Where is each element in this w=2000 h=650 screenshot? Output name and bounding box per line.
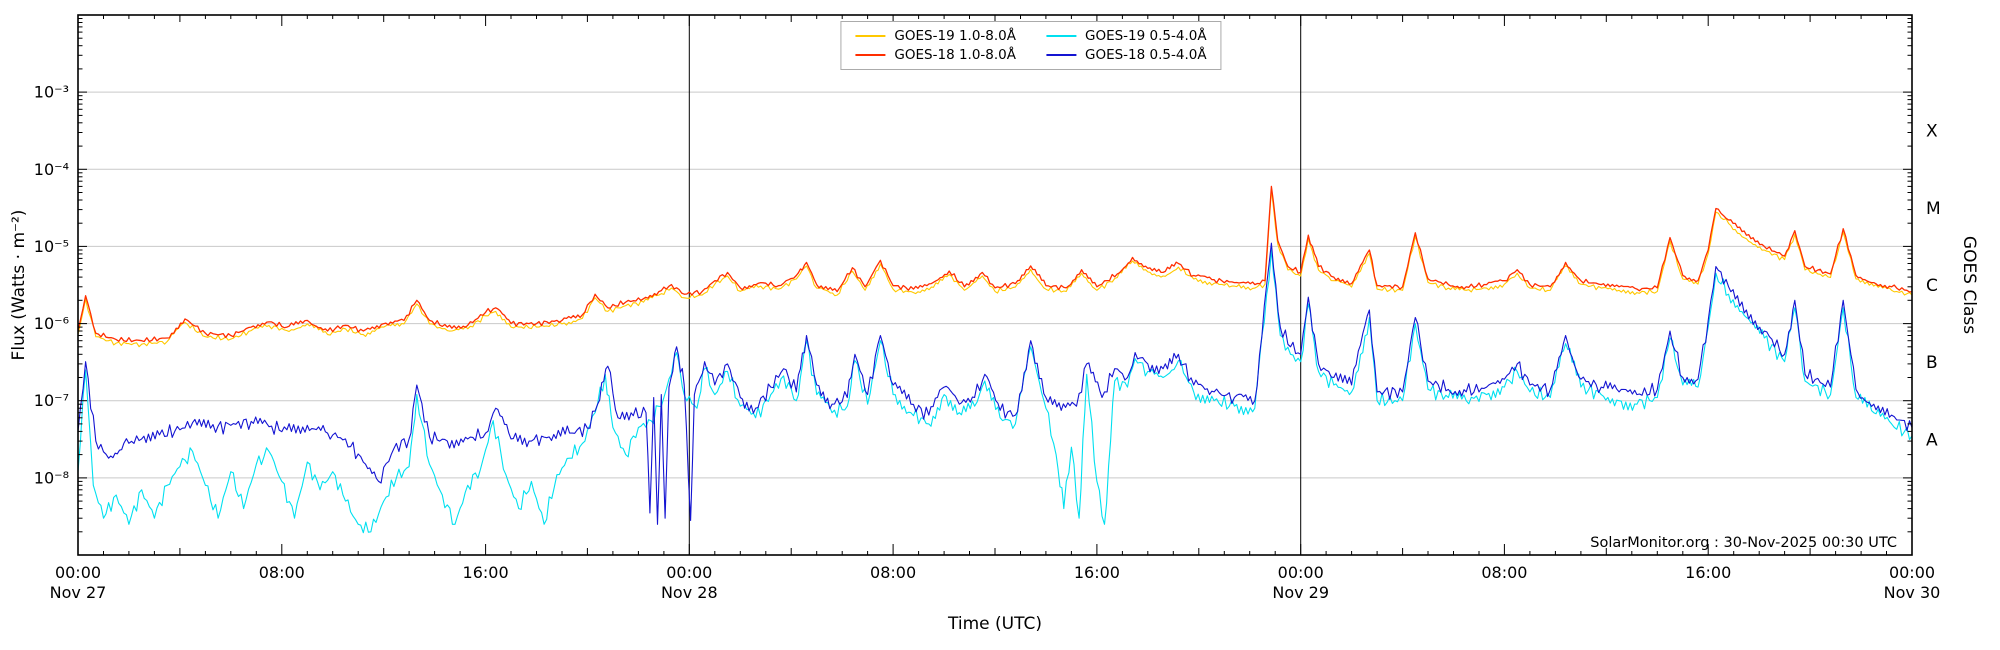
svg-text:16:00: 16:00	[1074, 563, 1120, 582]
svg-text:10⁻³: 10⁻³	[34, 83, 69, 102]
legend-swatch-goes-19-0-5-4-0	[1046, 35, 1076, 37]
legend-label-goes-18-0-5-4-0: GOES-18 0.5-4.0Å	[1085, 47, 1207, 63]
svg-text:00:00: 00:00	[1278, 563, 1324, 582]
svg-text:C: C	[1926, 276, 1938, 296]
legend-item-goes-19-0-5-4-0: GOES-19 0.5-4.0Å	[1046, 28, 1207, 44]
axis-ticks	[77, 14, 1913, 556]
svg-text:00:00: 00:00	[55, 563, 101, 582]
legend-swatch-goes-18-0-5-4-0	[1046, 54, 1076, 56]
series-goes-19-0-5-4-0	[78, 249, 1912, 534]
y-axis-title: Flux (Watts · m⁻²)	[9, 210, 29, 361]
svg-text:10⁻⁴: 10⁻⁴	[34, 160, 69, 179]
svg-text:Nov 30: Nov 30	[1884, 583, 1941, 602]
series-group	[78, 185, 1912, 534]
svg-text:Nov 27: Nov 27	[50, 583, 107, 602]
legend-item-goes-18-1-0-8-0: GOES-18 1.0-8.0Å	[855, 47, 1016, 63]
svg-text:00:00: 00:00	[1889, 563, 1935, 582]
svg-text:08:00: 08:00	[259, 563, 305, 582]
chart-legend: GOES-19 1.0-8.0Å GOES-18 1.0-8.0Å GOES-19 …	[840, 21, 1222, 70]
svg-text:00:00: 00:00	[666, 563, 712, 582]
legend-item-goes-18-0-5-4-0: GOES-18 0.5-4.0Å	[1046, 47, 1207, 63]
goes-class-labels: X M C B A	[1926, 122, 1941, 451]
svg-text:08:00: 08:00	[870, 563, 916, 582]
legend-label-goes-18-1-0-8-0: GOES-18 1.0-8.0Å	[894, 47, 1016, 63]
gridlines	[78, 91, 1912, 479]
series-goes-18-1-0-8-0	[78, 185, 1912, 343]
legend-item-goes-19-1-0-8-0: GOES-19 1.0-8.0Å	[855, 28, 1016, 44]
svg-text:10⁻⁸: 10⁻⁸	[34, 468, 69, 487]
svg-text:16:00: 16:00	[1685, 563, 1731, 582]
svg-text:08:00: 08:00	[1481, 563, 1527, 582]
svg-text:10⁻⁶: 10⁻⁶	[34, 314, 69, 333]
y-tick-labels: 10⁻³ 10⁻⁴ 10⁻⁵ 10⁻⁶ 10⁻⁷ 10⁻⁸	[34, 83, 69, 488]
svg-text:Nov 28: Nov 28	[661, 583, 718, 602]
legend-label-goes-19-0-5-4-0: GOES-19 0.5-4.0Å	[1085, 28, 1207, 44]
x-axis-title: Time (UTC)	[947, 614, 1042, 634]
legend-label-goes-19-1-0-8-0: GOES-19 1.0-8.0Å	[894, 28, 1016, 44]
svg-text:A: A	[1926, 430, 1938, 450]
plot-frame	[77, 14, 1913, 556]
svg-text:16:00: 16:00	[463, 563, 509, 582]
svg-text:B: B	[1926, 353, 1938, 373]
series-goes-18-0-5-4-0	[78, 242, 1912, 525]
svg-text:10⁻⁷: 10⁻⁷	[34, 391, 69, 410]
legend-swatch-goes-18-1-0-8-0	[855, 54, 886, 56]
svg-text:10⁻⁵: 10⁻⁵	[34, 237, 69, 256]
credit-text: SolarMonitor.org : 30-Nov-2025 00:30 UTC	[1590, 535, 1897, 551]
svg-text:Nov 29: Nov 29	[1272, 583, 1329, 602]
svg-text:X: X	[1926, 122, 1938, 142]
svg-text:M: M	[1926, 199, 1941, 219]
right-axis-title: GOES Class	[1959, 236, 1979, 334]
legend-swatch-goes-19-1-0-8-0	[855, 35, 886, 37]
day-boundary-lines	[688, 15, 1302, 555]
